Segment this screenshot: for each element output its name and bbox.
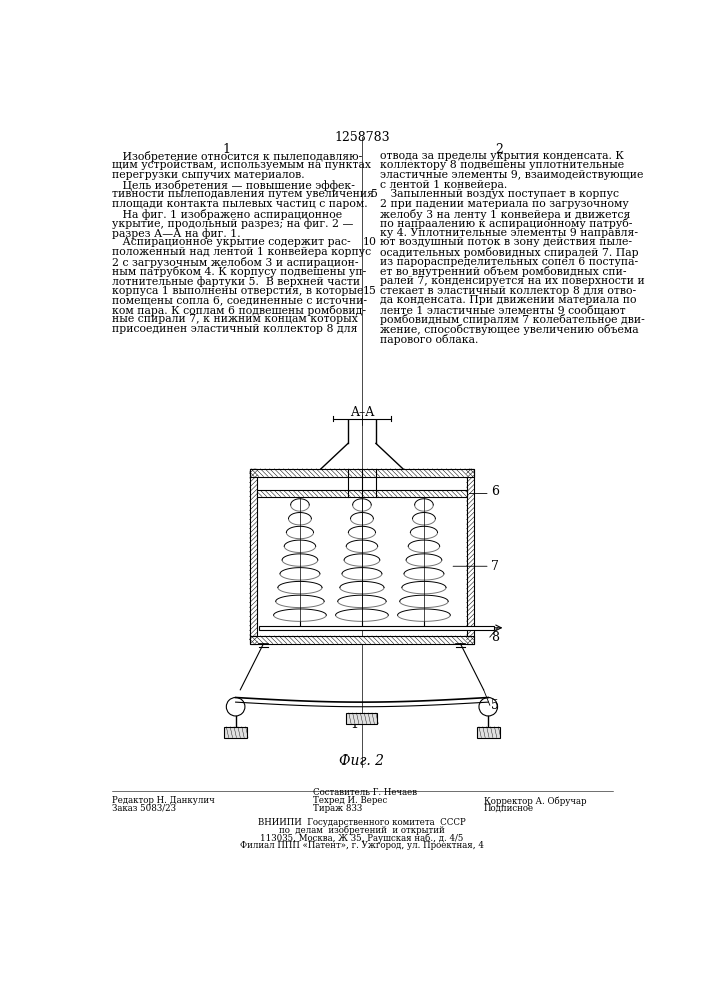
Bar [257, 477, 467, 636]
Text: ромбовидным спиралям 7 колебательное дви-: ромбовидным спиралям 7 колебательное дви… [380, 314, 645, 325]
Text: коллектору 8 подвешены уплотнительные: коллектору 8 подвешены уплотнительные [380, 160, 624, 170]
Text: 1: 1 [222, 143, 230, 156]
Text: по напраалению к аспирационному патруб-: по напраалению к аспирационному патруб- [380, 218, 632, 229]
Text: Фиг. 2: Фиг. 2 [339, 754, 385, 768]
Text: ку 4. Уплотнительные элементы 9 направля-: ку 4. Уплотнительные элементы 9 направля… [380, 228, 638, 238]
Text: перегрузки сыпучих материалов.: перегрузки сыпучих материалов. [112, 170, 304, 180]
Text: с лентой 1 конвейера.: с лентой 1 конвейера. [380, 180, 507, 190]
Text: ет во внутренний объем ромбовидных спи-: ет во внутренний объем ромбовидных спи- [380, 266, 626, 277]
Bar [467, 469, 474, 644]
Text: ют воздушный поток в зону действия пыле-: ют воздушный поток в зону действия пыле- [380, 237, 632, 247]
Text: ные спирали 7, к нижним концам которых: ные спирали 7, к нижним концам которых [112, 314, 358, 324]
Text: щим устройствам, используемым на пунктах: щим устройствам, используемым на пунктах [112, 160, 370, 170]
Bar [259, 626, 493, 630]
Text: да конденсата. При движении материала по: да конденсата. При движении материала по [380, 295, 636, 305]
Text: из парораспределительных сопел 6 поступа-: из парораспределительных сопел 6 поступа… [380, 257, 638, 267]
Text: Техред И. Верес: Техред И. Верес [313, 796, 387, 805]
Text: разрез А—А на фиг. 1.: разрез А—А на фиг. 1. [112, 228, 240, 239]
Text: Филиал ППП «Патент», г. Ужгород, ул. Проектная, 4: Филиал ППП «Патент», г. Ужгород, ул. Про… [240, 841, 484, 850]
Bar [224, 727, 247, 738]
Text: Тираж 833: Тираж 833 [313, 804, 363, 813]
Text: Цель изобретения — повышение эффек-: Цель изобретения — повышение эффек- [112, 180, 354, 191]
Text: присоединен эластичный коллектор 8 для: присоединен эластичный коллектор 8 для [112, 324, 357, 334]
Text: 7: 7 [491, 560, 499, 573]
Text: площади контакта пылевых частиц с паром.: площади контакта пылевых частиц с паром. [112, 199, 367, 209]
Text: жение, способствующее увеличению объема: жение, способствующее увеличению объема [380, 324, 638, 335]
Text: На фиг. 1 изображено аспирационное: На фиг. 1 изображено аспирационное [112, 209, 341, 220]
Text: 15: 15 [363, 286, 377, 296]
Text: осадительных ромбовидных спиралей 7. Пар: осадительных ромбовидных спиралей 7. Пар [380, 247, 638, 258]
Text: ком пара. К соплам 6 подвешены ромбовид-: ком пара. К соплам 6 подвешены ромбовид- [112, 305, 366, 316]
Text: ным патрубком 4. К корпусу подвешены уп-: ным патрубком 4. К корпусу подвешены уп- [112, 266, 366, 277]
Text: Составитель Г. Нечаев: Составитель Г. Нечаев [313, 788, 417, 797]
Text: 5: 5 [370, 189, 377, 199]
Text: ВНИИПИ  Государственного комитета  СССР: ВНИИПИ Государственного комитета СССР [258, 818, 466, 827]
Bar [250, 469, 474, 477]
Text: 2 при падении материала по загрузочному: 2 при падении материала по загрузочному [380, 199, 629, 209]
Bar [477, 727, 500, 738]
Text: корпуса 1 выполнены отверстия, в которые: корпуса 1 выполнены отверстия, в которые [112, 286, 363, 296]
Text: лотнительные фартуки 5.  В верхней части: лотнительные фартуки 5. В верхней части [112, 276, 360, 287]
Bar [257, 490, 467, 497]
Text: по  делам  изобретений  и открытий: по делам изобретений и открытий [279, 825, 445, 835]
Text: укрытие, продольный разрез; на фиг. 2 —: укрытие, продольный разрез; на фиг. 2 — [112, 218, 353, 229]
Text: 5: 5 [491, 699, 499, 712]
Bar [346, 713, 378, 724]
Text: парового облака.: парового облака. [380, 334, 478, 345]
Text: Запыленный воздух поступает в корпус: Запыленный воздух поступает в корпус [380, 189, 619, 199]
Text: 2: 2 [495, 143, 503, 156]
Text: 8: 8 [491, 631, 499, 644]
Text: Подписное: Подписное [484, 804, 534, 813]
Text: 6: 6 [491, 485, 499, 498]
Bar [250, 636, 474, 644]
Text: 2 с загрузочным желобом 3 и аспирацион-: 2 с загрузочным желобом 3 и аспирацион- [112, 257, 358, 268]
Text: 1: 1 [350, 718, 358, 731]
Text: Изобретение относится к пылеподавляю-: Изобретение относится к пылеподавляю- [112, 151, 362, 162]
Text: стекает в эластичный коллектор 8 для отво-: стекает в эластичный коллектор 8 для отв… [380, 286, 636, 296]
Text: Заказ 5083/23: Заказ 5083/23 [112, 804, 175, 813]
Text: Аспирационное укрытие содержит рас-: Аспирационное укрытие содержит рас- [112, 237, 350, 247]
Bar [250, 469, 257, 644]
Text: желобу 3 на ленту 1 конвейера и движется: желобу 3 на ленту 1 конвейера и движется [380, 209, 630, 220]
Text: 10: 10 [363, 237, 377, 247]
Text: Корректор А. Обручар: Корректор А. Обручар [484, 796, 586, 806]
Text: 113035, Москва, Ж 35, Раушская наб., д. 4/5: 113035, Москва, Ж 35, Раушская наб., д. … [260, 833, 464, 843]
Text: ленте 1 эластичные элементы 9 сообщают: ленте 1 эластичные элементы 9 сообщают [380, 305, 626, 315]
Text: ралей 7, конденсируется на их поверхности и: ралей 7, конденсируется на их поверхност… [380, 276, 645, 286]
Text: отвода за пределы укрытия конденсата. К: отвода за пределы укрытия конденсата. К [380, 151, 624, 161]
Text: положенный над лентой 1 конвейера корпус: положенный над лентой 1 конвейера корпус [112, 247, 370, 257]
Text: эластичные элементы 9, взаимодействующие: эластичные элементы 9, взаимодействующие [380, 170, 643, 180]
Text: A–A: A–A [350, 406, 374, 419]
Text: 1258783: 1258783 [334, 131, 390, 144]
Text: тивности пылеподавления путем увеличения: тивности пылеподавления путем увеличения [112, 189, 373, 199]
Text: Редактор Н. Данкулич: Редактор Н. Данкулич [112, 796, 214, 805]
Text: помещены сопла 6, соединенные с источни-: помещены сопла 6, соединенные с источни- [112, 295, 367, 305]
